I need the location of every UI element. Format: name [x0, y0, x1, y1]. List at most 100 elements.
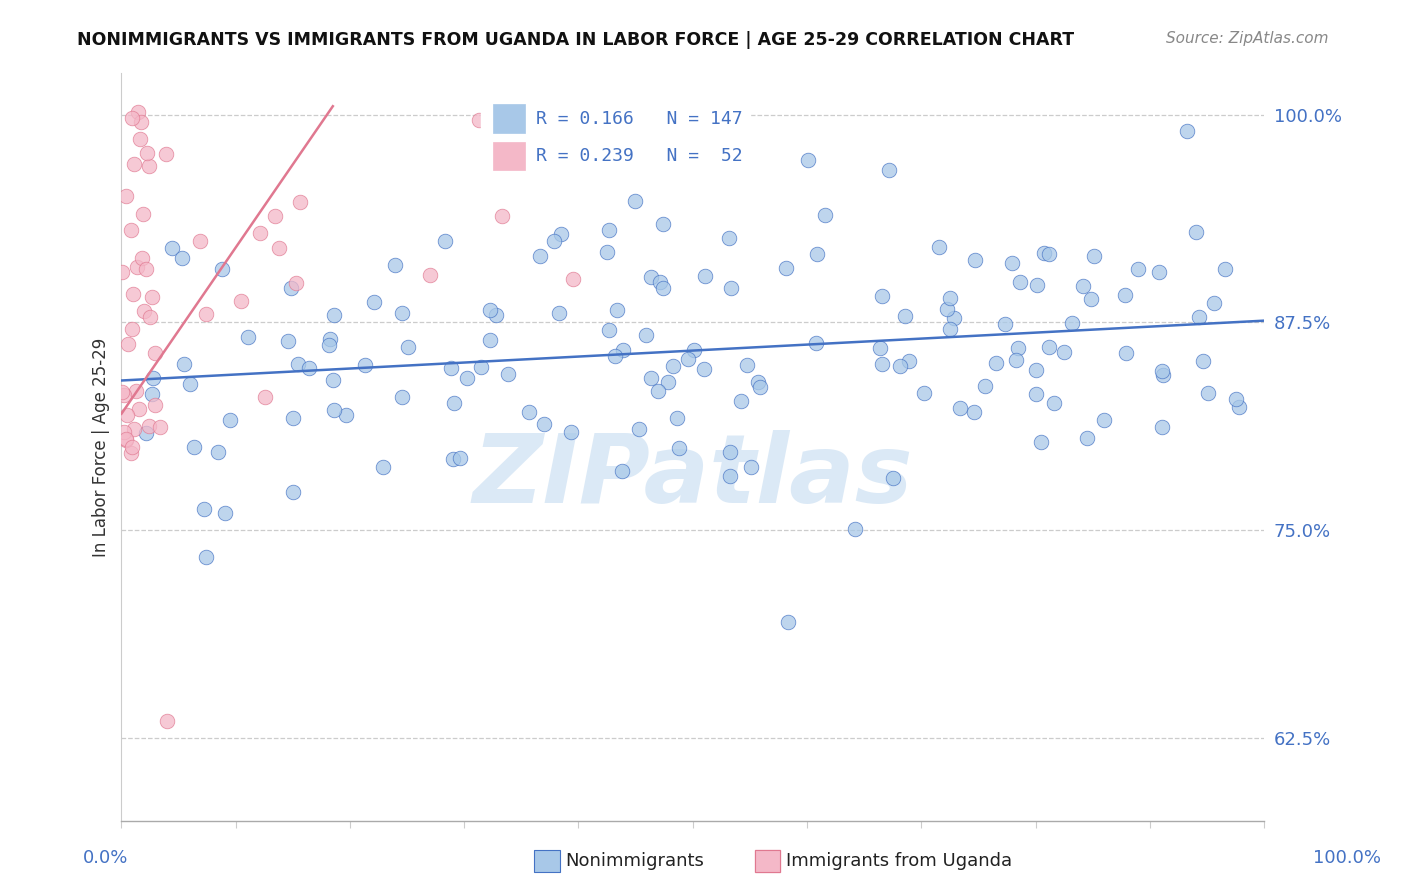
Point [1076, 431, 1098, 445]
Point [485, 308, 508, 322]
Point [335, 409, 357, 423]
Point [748, 380, 770, 394]
Point [121, 440, 143, 454]
Point [125, 384, 148, 399]
Point [1001, 256, 1024, 270]
Point [122, 422, 145, 436]
Point [1126, 261, 1149, 276]
Point [479, 333, 502, 347]
Point [131, 251, 153, 265]
Point [281, 411, 304, 425]
Point [396, 340, 419, 354]
Text: ZIPatlas: ZIPatlas [472, 431, 912, 524]
Point [479, 303, 502, 318]
Point [156, 714, 179, 729]
Text: 100.0%: 100.0% [1313, 849, 1381, 867]
Point [419, 268, 441, 282]
Point [207, 445, 229, 459]
Point [1010, 276, 1032, 290]
Point [193, 502, 215, 516]
Point [440, 360, 463, 375]
Bar [481, 95, 749, 181]
Point [1197, 386, 1219, 401]
Point [678, 351, 700, 366]
Point [1007, 341, 1029, 355]
Point [135, 262, 157, 277]
Point [1071, 278, 1094, 293]
Point [894, 309, 917, 323]
Point [730, 393, 752, 408]
Point [322, 308, 344, 322]
Point [138, 419, 160, 434]
Point [598, 323, 620, 337]
Point [543, 234, 565, 248]
Point [322, 373, 344, 387]
Point [142, 371, 165, 385]
Point [122, 286, 145, 301]
Point [550, 227, 572, 241]
Text: Immigrants from Uganda: Immigrants from Uganda [786, 852, 1012, 870]
Point [121, 321, 143, 335]
Point [112, 425, 135, 439]
Point [612, 343, 634, 357]
Point [603, 349, 626, 363]
Point [994, 317, 1017, 331]
Point [984, 356, 1007, 370]
Point [806, 246, 828, 260]
Point [548, 306, 571, 320]
Point [129, 114, 152, 128]
Point [285, 276, 308, 290]
Point [141, 387, 163, 401]
Point [354, 359, 377, 373]
Point [318, 338, 340, 352]
Point [120, 446, 142, 460]
Point [449, 451, 471, 466]
Point [1053, 345, 1076, 359]
Point [287, 357, 309, 371]
Point [290, 194, 312, 209]
Point [695, 268, 717, 283]
Point [298, 360, 321, 375]
Point [877, 162, 900, 177]
Point [1083, 249, 1105, 263]
Point [136, 146, 159, 161]
Point [214, 506, 236, 520]
Point [1225, 392, 1247, 406]
Point [283, 485, 305, 500]
Point [363, 294, 385, 309]
Text: R = 0.239   N =  52: R = 0.239 N = 52 [536, 147, 742, 165]
Point [1188, 310, 1211, 325]
Y-axis label: In Labor Force | Age 25-29: In Labor Force | Age 25-29 [93, 337, 110, 557]
Point [963, 404, 986, 418]
Point [872, 357, 894, 371]
Point [973, 378, 995, 392]
Point [155, 147, 177, 161]
Point [1025, 387, 1047, 401]
Point [747, 375, 769, 389]
Point [391, 391, 413, 405]
Point [121, 112, 143, 126]
Point [149, 419, 172, 434]
Point [682, 343, 704, 358]
Point [323, 402, 346, 417]
Point [651, 217, 673, 231]
Point [882, 471, 904, 485]
Point [627, 422, 650, 436]
Point [651, 281, 673, 295]
Point [735, 358, 758, 372]
Point [1043, 396, 1066, 410]
Point [373, 459, 395, 474]
Point [657, 375, 679, 389]
Point [1185, 225, 1208, 239]
Point [562, 272, 585, 286]
Point [218, 413, 240, 427]
Point [188, 234, 211, 248]
Point [179, 376, 201, 391]
Point [115, 408, 138, 422]
Point [195, 550, 218, 565]
Point [129, 131, 152, 145]
Point [135, 425, 157, 440]
Point [111, 265, 134, 279]
Text: 0.0%: 0.0% [83, 849, 128, 867]
Point [115, 434, 138, 448]
